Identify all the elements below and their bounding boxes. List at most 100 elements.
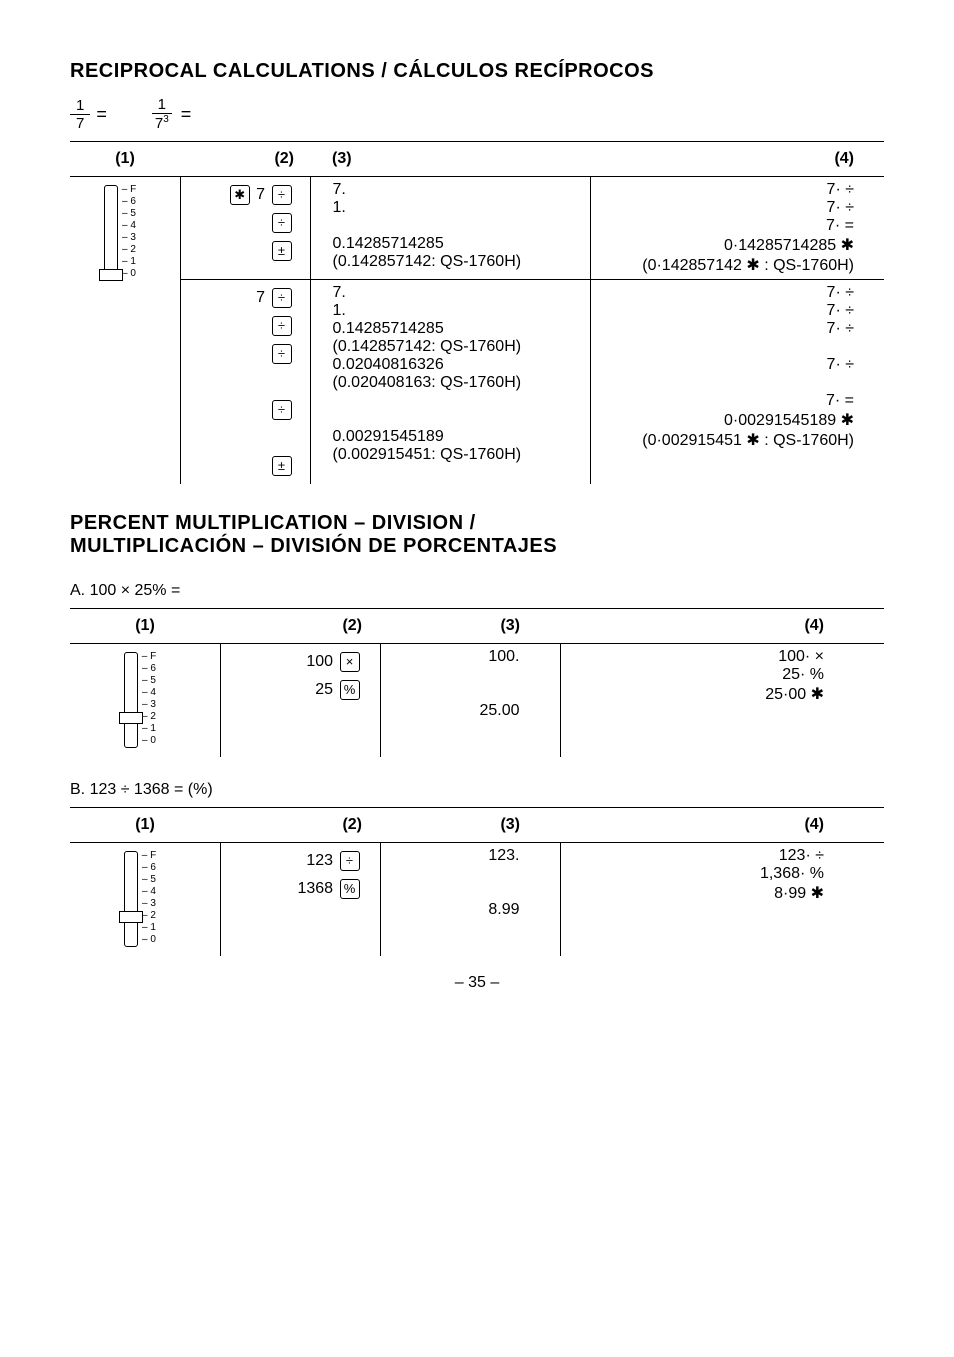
frac2-num: 1	[152, 97, 172, 114]
frac2-den-exp: 3	[163, 114, 169, 125]
key-pct[interactable]: %	[340, 680, 360, 700]
print-line: (0·002915451 ✱ : QS-1760H)	[599, 430, 855, 450]
switch-label: – 6	[142, 663, 156, 675]
frac1-num: 1	[70, 98, 90, 115]
disp-line: 1.	[333, 302, 582, 320]
col-header-2: (2)	[180, 142, 310, 177]
switch-label: – 3	[142, 898, 156, 910]
key-pct[interactable]: %	[340, 879, 360, 899]
keyrow: 7 ÷	[189, 284, 294, 312]
disp-line: 7.	[333, 181, 582, 199]
frac2-den: 73	[149, 114, 175, 131]
percent-table-a: (1) (2) (3) (4) – F – 6 – 5 – 4 – 3 – 2	[70, 608, 884, 757]
disp-line	[333, 217, 582, 235]
print-line: 0·00291545189 ✱	[599, 410, 855, 430]
keyrow: 1368 %	[229, 875, 362, 903]
key-div[interactable]: ÷	[272, 288, 292, 308]
keyrow: ÷	[189, 209, 294, 237]
key-pm[interactable]: ±	[272, 456, 292, 476]
keyrow: 100 ×	[229, 648, 362, 676]
key-div[interactable]: ÷	[272, 316, 292, 336]
switch-label: – F	[142, 651, 156, 663]
print-line: 25· %	[569, 666, 825, 684]
print-line: 7· ÷	[599, 356, 855, 374]
page-number: – 35 –	[70, 974, 884, 992]
example-b-label: B. 123 ÷ 1368 = (%)	[70, 781, 884, 799]
disp-line: 0.14285714285	[333, 235, 582, 253]
section-title-percent-a: PERCENT MULTIPLICATION – DIVISION /	[70, 512, 884, 535]
col-header-3: (3)	[380, 808, 560, 843]
switch-label: – 1	[142, 922, 156, 934]
switch-label: – F	[122, 184, 136, 196]
disp-line: 7.	[333, 284, 582, 302]
switch-label: – F	[142, 850, 156, 862]
key-div[interactable]: ÷	[340, 851, 360, 871]
disp-line: 0.02040816326	[333, 356, 582, 374]
switch-label: – 5	[122, 208, 136, 220]
print-line: 7· ÷	[599, 199, 855, 217]
col-header-1: (1)	[70, 142, 180, 177]
key-pm[interactable]: ±	[272, 241, 292, 261]
key-div[interactable]: ÷	[272, 185, 292, 205]
fraction-1: 1 7	[70, 98, 90, 131]
keyrow: 25 %	[229, 676, 362, 704]
switch-label: – 3	[122, 232, 136, 244]
key-mul[interactable]: ×	[340, 652, 360, 672]
frac2-den-base: 7	[155, 115, 163, 132]
switch-label: – 4	[142, 687, 156, 699]
switch-label: – 2	[142, 910, 156, 922]
key-div[interactable]: ÷	[272, 344, 292, 364]
print-line: 0·14285714285 ✱	[599, 235, 855, 255]
switch-label: – 0	[142, 735, 156, 747]
keyrow: ±	[189, 237, 294, 265]
switch-label: – 0	[142, 934, 156, 946]
print-line: 7· ÷	[599, 320, 855, 338]
col-header-2: (2)	[220, 808, 380, 843]
percent-table-b: (1) (2) (3) (4) – F – 6 – 5 – 4 – 3 – 2	[70, 807, 884, 956]
print-line: 7· ÷	[599, 284, 855, 302]
keyrow: 123 ÷	[229, 847, 362, 875]
disp-line: 1.	[333, 199, 582, 217]
col-header-4: (4)	[560, 609, 884, 644]
equals-1: =	[96, 104, 107, 125]
switch-label: – 4	[122, 220, 136, 232]
fraction-2: 1 73	[149, 97, 175, 131]
keyrow: ÷	[189, 396, 294, 424]
example-a-label: A. 100 × 25% =	[70, 582, 884, 600]
key-div[interactable]: ÷	[272, 213, 292, 233]
disp-line: (0.142857142: QS-1760H)	[333, 338, 582, 356]
print-line: 7· =	[599, 392, 855, 410]
print-line: 25·00 ✱	[569, 684, 825, 704]
disp-line: 100.	[403, 648, 520, 666]
print-line: 7· =	[599, 217, 855, 235]
col-header-3: (3)	[310, 142, 590, 177]
disp-line: (0.002915451: QS-1760H)	[333, 446, 582, 464]
disp-line: 0.14285714285	[333, 320, 582, 338]
disp-line: 0.00291545189	[333, 428, 582, 446]
disp-line: (0.142857142: QS-1760H)	[333, 253, 582, 271]
print-line: 1,368· %	[569, 865, 825, 883]
switch-label: – 3	[142, 699, 156, 711]
frac1-den: 7	[70, 115, 90, 131]
decimal-switch-2b: – F – 6 – 5 – 4 – 3 – 2 – 1 – 0	[118, 851, 172, 947]
reciprocal-table: (1) (2) (3) (4) – F – 6 – 5 – 4 – 3 – 2	[70, 141, 884, 484]
switch-label: – 1	[142, 723, 156, 735]
key-div[interactable]: ÷	[272, 400, 292, 420]
switch-label: – 6	[142, 862, 156, 874]
col-header-2: (2)	[220, 609, 380, 644]
key-star[interactable]: ✱	[230, 185, 250, 205]
col-header-4: (4)	[590, 142, 884, 177]
decimal-switch-2: – F – 6 – 5 – 4 – 3 – 2 – 1 – 0	[118, 652, 172, 748]
print-line: 100· ×	[569, 648, 825, 666]
disp-line: 8.99	[403, 901, 520, 919]
print-line: 8·99 ✱	[569, 883, 825, 903]
switch-label: – 1	[122, 256, 136, 268]
switch-label: – 6	[122, 196, 136, 208]
equals-2: =	[181, 104, 192, 125]
keyrow: ÷	[189, 312, 294, 340]
decimal-switch-f0: – F – 6 – 5 – 4 – 3 – 2 – 1 – 0	[98, 185, 152, 281]
print-line: 7· ÷	[599, 181, 855, 199]
print-line: 123· ÷	[569, 847, 825, 865]
section-title-percent-b: MULTIPLICACIÓN – DIVISIÓN DE PORCENTAJES	[70, 535, 884, 558]
col-header-1: (1)	[70, 808, 220, 843]
